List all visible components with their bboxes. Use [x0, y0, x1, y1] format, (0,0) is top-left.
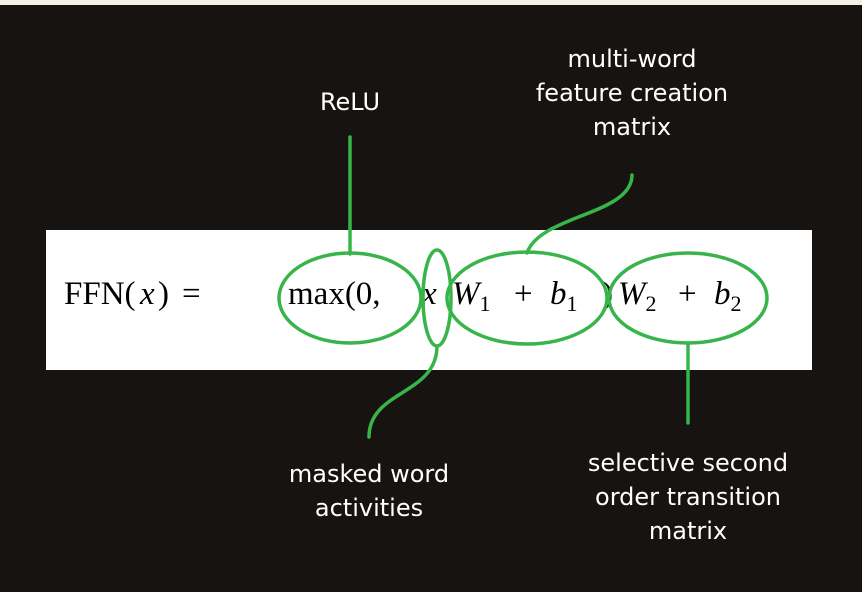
masked-connector: [367, 344, 439, 439]
ffn-arg-x: x: [140, 276, 155, 312]
weight-w2: W: [618, 276, 646, 312]
feature-creation-label: multi-word feature creation matrix: [535, 45, 729, 141]
second-order-ellipse: [607, 251, 769, 345]
ffn-label: FFN(: [64, 276, 136, 312]
relu-label: ReLU: [319, 88, 381, 116]
feature-ellipse: [445, 250, 609, 346]
diagram-canvas: FFN( x ) = max(0, x W1 + b1 ) W2 + b2 R: [0, 5, 862, 592]
b1-subscript: 1: [566, 291, 578, 316]
plus-sign-2: +: [678, 276, 697, 312]
bias-b2: b: [714, 276, 731, 312]
max-function: max(0,: [288, 276, 381, 312]
w2-subscript: 2: [645, 291, 657, 316]
w1-subscript: 1: [479, 291, 491, 316]
weight-w1: W: [452, 276, 480, 312]
b2-subscript: 2: [730, 291, 742, 316]
relu-ellipse: [277, 251, 423, 345]
plus-sign-1: +: [514, 276, 533, 312]
ffn-paren-close: ): [158, 276, 169, 312]
masked-word-label: masked word activities: [288, 460, 450, 522]
annotation-overlay: [277, 135, 769, 439]
bias-b1: b: [550, 276, 567, 312]
feature-connector: [525, 173, 634, 255]
equals-sign: =: [182, 276, 201, 312]
input-x: x: [422, 276, 437, 312]
second-order-label: selective second order transition matrix: [587, 449, 789, 545]
ffn-equation: FFN( x ) = max(0, x W1 + b1 ) W2 + b2: [46, 230, 812, 370]
